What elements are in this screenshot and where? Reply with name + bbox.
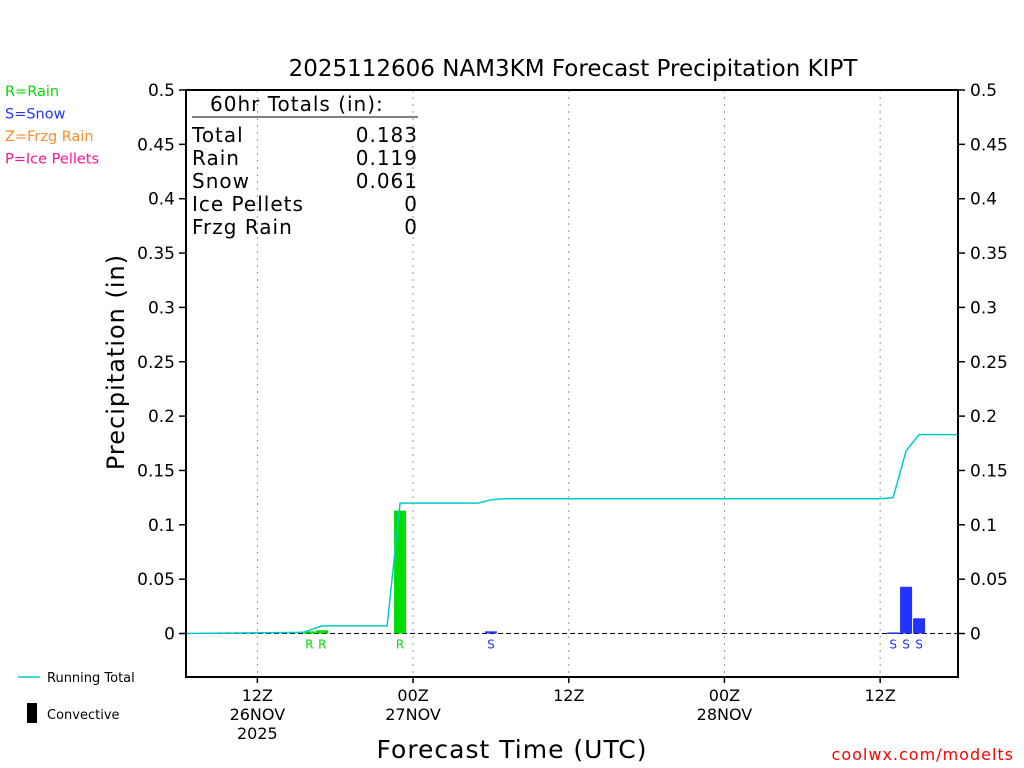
totals-row-value: 0.183 bbox=[356, 123, 418, 147]
convective-legend-label: Convective bbox=[47, 708, 120, 723]
y-tick-label-right: 0.3 bbox=[970, 298, 997, 318]
y-tick-label-right: 0.5 bbox=[970, 81, 997, 101]
plot-frame bbox=[185, 89, 959, 678]
running-total-layer bbox=[179, 433, 958, 635]
precip-type-label: S bbox=[902, 638, 910, 652]
y-tick-label-left: 0.3 bbox=[148, 298, 175, 318]
totals-row-label: Snow bbox=[192, 169, 250, 193]
running-total-legend-label: Running Total bbox=[47, 671, 135, 686]
totals-header: 60hr Totals (in): bbox=[210, 92, 384, 116]
precip-type-label: S bbox=[915, 638, 923, 652]
precip-bar bbox=[303, 631, 316, 634]
x-tick-label: 28NOV bbox=[697, 705, 753, 724]
x-tick-label: 12Z bbox=[553, 686, 584, 705]
precip-type-label: S bbox=[889, 638, 897, 652]
y-tick-label-left: 0.5 bbox=[148, 81, 175, 101]
precip-type-legend-item: P=Ice Pellets bbox=[5, 152, 99, 168]
site-credit: coolwx.com/modelts bbox=[832, 745, 1014, 764]
y-tick-label-right: 0.2 bbox=[970, 407, 997, 427]
precip-type-legend-item: R=Rain bbox=[5, 84, 59, 100]
y-tick-label-right: 0.25 bbox=[970, 353, 1008, 373]
y-tick-label-right: 0.1 bbox=[970, 516, 997, 536]
precip-type-label: R bbox=[318, 638, 326, 652]
x-tick-label: 00Z bbox=[709, 686, 740, 705]
x-tick-label: 00Z bbox=[397, 686, 428, 705]
totals-row-label: Ice Pellets bbox=[192, 192, 304, 216]
totals-row-value: 0.061 bbox=[356, 169, 418, 193]
chart-title: 2025112606 NAM3KM Forecast Precipitation… bbox=[289, 56, 859, 82]
y-tick-label-left: 0.25 bbox=[137, 353, 175, 373]
y-tick-label-right: 0 bbox=[970, 625, 981, 645]
precip-type-legend: R=Rain S=Snow Z=Frzg Rain P=Ice Pellets bbox=[5, 84, 99, 168]
y-tick-label-right: 0.05 bbox=[970, 570, 1008, 590]
precip-bar bbox=[484, 631, 497, 634]
x-tick-label: 2025 bbox=[237, 724, 278, 743]
y-tick-label-right: 0.35 bbox=[970, 244, 1008, 264]
running-total-line bbox=[179, 433, 958, 635]
totals-row-value: 0 bbox=[404, 192, 418, 216]
totals-box: 60hr Totals (in): Total 0.183 Rain 0.119 Sno… bbox=[191, 92, 418, 239]
y-tick-label-left: 0.05 bbox=[137, 570, 175, 590]
x-tick-label: 26NOV bbox=[230, 705, 286, 724]
y-tick-label-left: 0.35 bbox=[137, 244, 175, 264]
y-tick-label-left: 0.45 bbox=[137, 135, 175, 155]
precip-bar bbox=[316, 630, 329, 634]
totals-row-value: 0.119 bbox=[356, 146, 418, 170]
y-tick-label-right: 0.4 bbox=[970, 190, 997, 210]
precip-type-legend-item: S=Snow bbox=[5, 107, 66, 123]
y-tick-label-left: 0.1 bbox=[148, 516, 175, 536]
precip-bar bbox=[887, 632, 900, 634]
precip-bar bbox=[900, 586, 913, 634]
y-tick-label-left: 0.4 bbox=[148, 190, 175, 210]
y-tick-label-right: 0.15 bbox=[970, 461, 1008, 481]
y-tick-label-right: 0.45 bbox=[970, 135, 1008, 155]
precip-type-label: S bbox=[487, 638, 495, 652]
x-tick-label: 27NOV bbox=[385, 705, 441, 724]
grid-lines bbox=[186, 90, 958, 677]
totals-row-value: 0 bbox=[404, 215, 418, 239]
y-ticks: 0 00.05 0.050.1 0.10.15 0.150.2 0.20.25 0.250.… bbox=[137, 81, 1008, 645]
y-tick-label-left: 0.15 bbox=[137, 461, 175, 481]
y-tick-label-left: 0 bbox=[164, 625, 175, 645]
y-tick-label-left: 0.2 bbox=[148, 407, 175, 427]
precip-bar bbox=[913, 618, 926, 634]
precip-type-label: R bbox=[396, 638, 404, 652]
totals-row-label: Total bbox=[191, 123, 244, 147]
precip-type-legend-item: Z=Frzg Rain bbox=[5, 129, 94, 145]
totals-row-label: Frzg Rain bbox=[192, 215, 293, 239]
totals-row-label: Rain bbox=[192, 146, 240, 170]
precip-type-label: R bbox=[305, 638, 313, 652]
line-legend: Running Total Convective bbox=[18, 671, 135, 723]
precip-bar bbox=[394, 510, 407, 634]
y-axis-label: Precipitation (in) bbox=[102, 254, 130, 470]
x-tick-label: 12Z bbox=[864, 686, 895, 705]
x-tick-label: 12Z bbox=[242, 686, 273, 705]
convective-legend-swatch bbox=[27, 703, 37, 723]
x-axis-label: Forecast Time (UTC) bbox=[377, 735, 648, 764]
